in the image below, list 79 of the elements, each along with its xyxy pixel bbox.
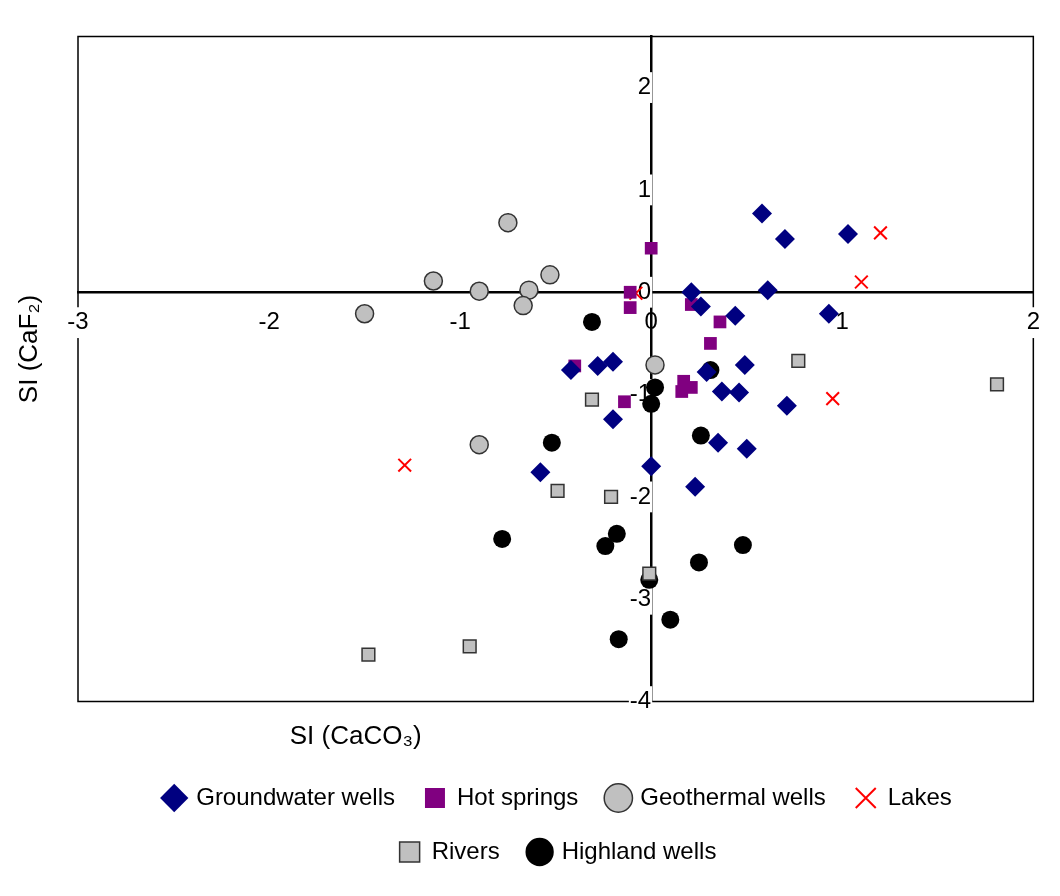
point — [681, 282, 702, 303]
point — [733, 536, 752, 555]
legend-label: Hot springs — [456, 782, 579, 810]
point — [641, 456, 662, 477]
legend-label: Lakes — [887, 782, 952, 810]
point — [462, 639, 477, 654]
point — [582, 312, 601, 331]
point — [530, 462, 551, 483]
point — [736, 438, 757, 459]
point — [791, 353, 806, 368]
legend-label: Geothermal wells — [640, 782, 826, 810]
point — [540, 265, 560, 285]
point — [646, 378, 665, 397]
point — [989, 377, 1005, 392]
x-tick-label: 1 — [835, 307, 849, 335]
point — [873, 225, 888, 241]
y-tick-label: -4 — [629, 686, 652, 714]
point — [690, 296, 711, 317]
y-tick-label: 0 — [637, 276, 652, 304]
point — [837, 223, 858, 244]
point — [696, 362, 717, 383]
y-tick-label: 1 — [637, 174, 652, 202]
point — [623, 285, 637, 299]
point — [550, 483, 565, 498]
y-axis-title: SI (CaF₂) — [13, 294, 44, 404]
point — [397, 457, 413, 473]
point — [711, 381, 732, 402]
point — [584, 392, 600, 407]
point — [603, 489, 619, 505]
point — [607, 524, 626, 543]
point — [493, 529, 512, 548]
point — [361, 647, 376, 662]
y-tick-label: -3 — [629, 583, 652, 611]
point — [774, 229, 795, 250]
point — [602, 409, 623, 430]
point — [691, 426, 710, 445]
point — [644, 241, 658, 255]
point — [818, 303, 839, 324]
point — [689, 553, 708, 572]
x-tick-label: -1 — [449, 307, 471, 335]
x-tick-label: -2 — [258, 307, 280, 335]
y-tick-label: -2 — [629, 481, 652, 509]
point — [825, 391, 841, 407]
x-tick-label: -3 — [67, 307, 89, 335]
legend-label: Groundwater wells — [196, 782, 395, 810]
point — [854, 274, 869, 290]
point — [354, 303, 375, 324]
point — [685, 476, 706, 497]
point — [469, 281, 489, 301]
point — [609, 630, 628, 649]
point — [729, 382, 750, 403]
x-axis-title: SI (CaCO₃) — [289, 719, 422, 750]
point — [513, 295, 533, 316]
point — [596, 537, 615, 556]
legend-label: Rivers — [431, 836, 500, 864]
x-tick-label: 2 — [1026, 307, 1041, 335]
point — [423, 271, 444, 291]
point — [776, 395, 797, 416]
point — [618, 395, 631, 409]
legend-label: Highland wells — [561, 836, 717, 864]
point — [469, 434, 489, 455]
point — [587, 355, 608, 376]
point — [704, 337, 717, 350]
point — [542, 433, 561, 452]
point — [734, 354, 755, 375]
point — [560, 360, 581, 381]
point — [498, 212, 518, 233]
point — [645, 355, 665, 375]
point — [708, 432, 729, 453]
point — [519, 280, 539, 300]
point — [602, 351, 623, 372]
point — [725, 305, 746, 326]
point — [661, 610, 680, 629]
point — [642, 566, 657, 581]
point — [623, 301, 637, 314]
point — [757, 280, 778, 301]
y-tick-label: 2 — [637, 72, 652, 100]
point — [675, 385, 689, 398]
point — [752, 203, 773, 224]
